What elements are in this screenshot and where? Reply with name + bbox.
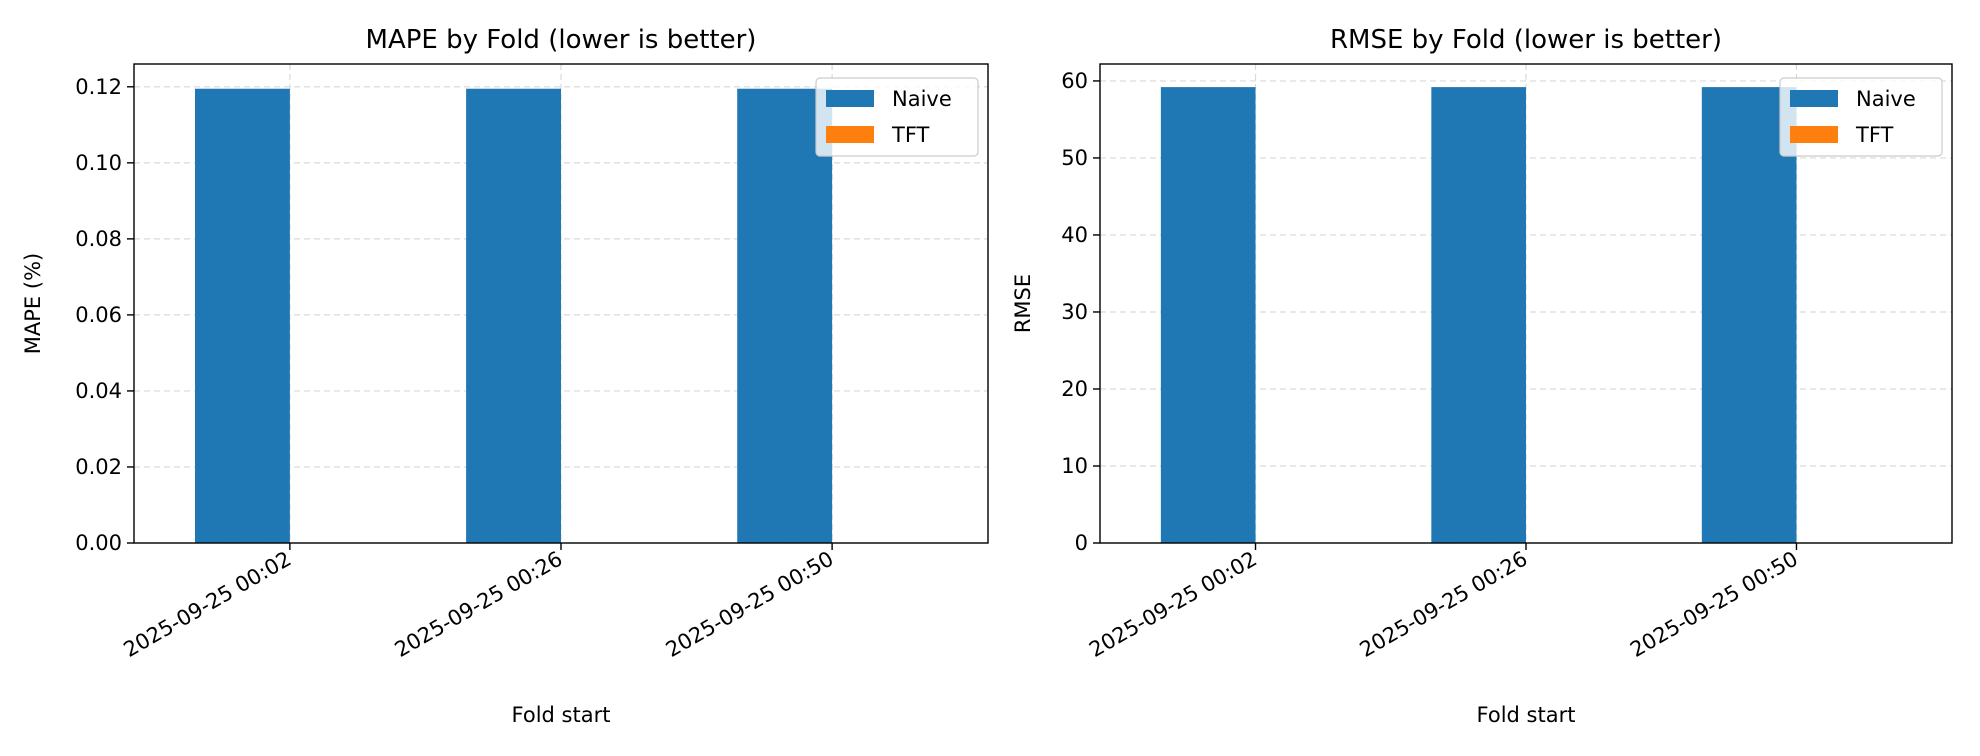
bar-naive [1431,87,1526,543]
x-tick-label: 2025-09-25 00:02 [1085,547,1261,662]
rmse-panel: 0 10 20 30 40 50 60 2025-09-25 00:02 2025-09-25 … [1011,25,1953,727]
legend-label-tft: TFT [1855,123,1894,147]
y-tick-label: 30 [1061,300,1088,324]
y-tick-label: 40 [1061,223,1088,247]
bar-naive [737,88,833,543]
x-axis-label: Fold start [512,703,611,727]
x-tick-label: 2025-09-25 00:50 [662,547,838,662]
y-tick-label: 50 [1061,146,1088,170]
legend-label-naive: Naive [1856,87,1916,111]
mape-panel: 0.00 0.02 0.04 0.06 0.08 0.10 0.12 2025-09-25 0… [21,25,989,727]
x-tick-label: 2025-09-25 00:50 [1626,547,1802,662]
legend-swatch-naive [1790,90,1838,107]
y-axis-label: RMSE [1011,274,1035,333]
bar-naive [1701,87,1797,543]
x-tick-label: 2025-09-25 00:02 [119,547,295,662]
chart-title: MAPE by Fold (lower is better) [366,25,757,55]
x-tick-label: 2025-09-25 00:26 [391,547,567,662]
y-tick-label: 0 [1075,531,1088,555]
y-axis-label: MAPE (%) [21,253,45,354]
y-tick-label: 20 [1061,377,1088,401]
y-tick-label: 0.08 [75,227,122,251]
bar-naive [195,88,290,543]
legend-label-tft: TFT [891,123,930,147]
bar-naive [1160,87,1256,543]
legend-label-naive: Naive [892,87,952,111]
bar-naive [466,88,561,543]
legend-swatch-naive [826,90,874,107]
y-tick-label: 0.06 [75,303,122,327]
y-tick-label: 0.00 [75,531,122,555]
y-tick-label: 0.10 [75,151,122,175]
y-tick-label: 0.04 [75,379,122,403]
y-tick-label: 10 [1061,454,1088,478]
legend-swatch-tft [1790,126,1838,143]
chart-title: RMSE by Fold (lower is better) [1330,25,1722,55]
legend-swatch-tft [826,126,874,143]
y-tick-label: 0.12 [75,75,122,99]
y-tick-label: 0.02 [75,455,122,479]
x-axis-label: Fold start [1477,703,1576,727]
y-tick-label: 60 [1061,69,1088,93]
x-tick-label: 2025-09-25 00:26 [1356,547,1532,662]
